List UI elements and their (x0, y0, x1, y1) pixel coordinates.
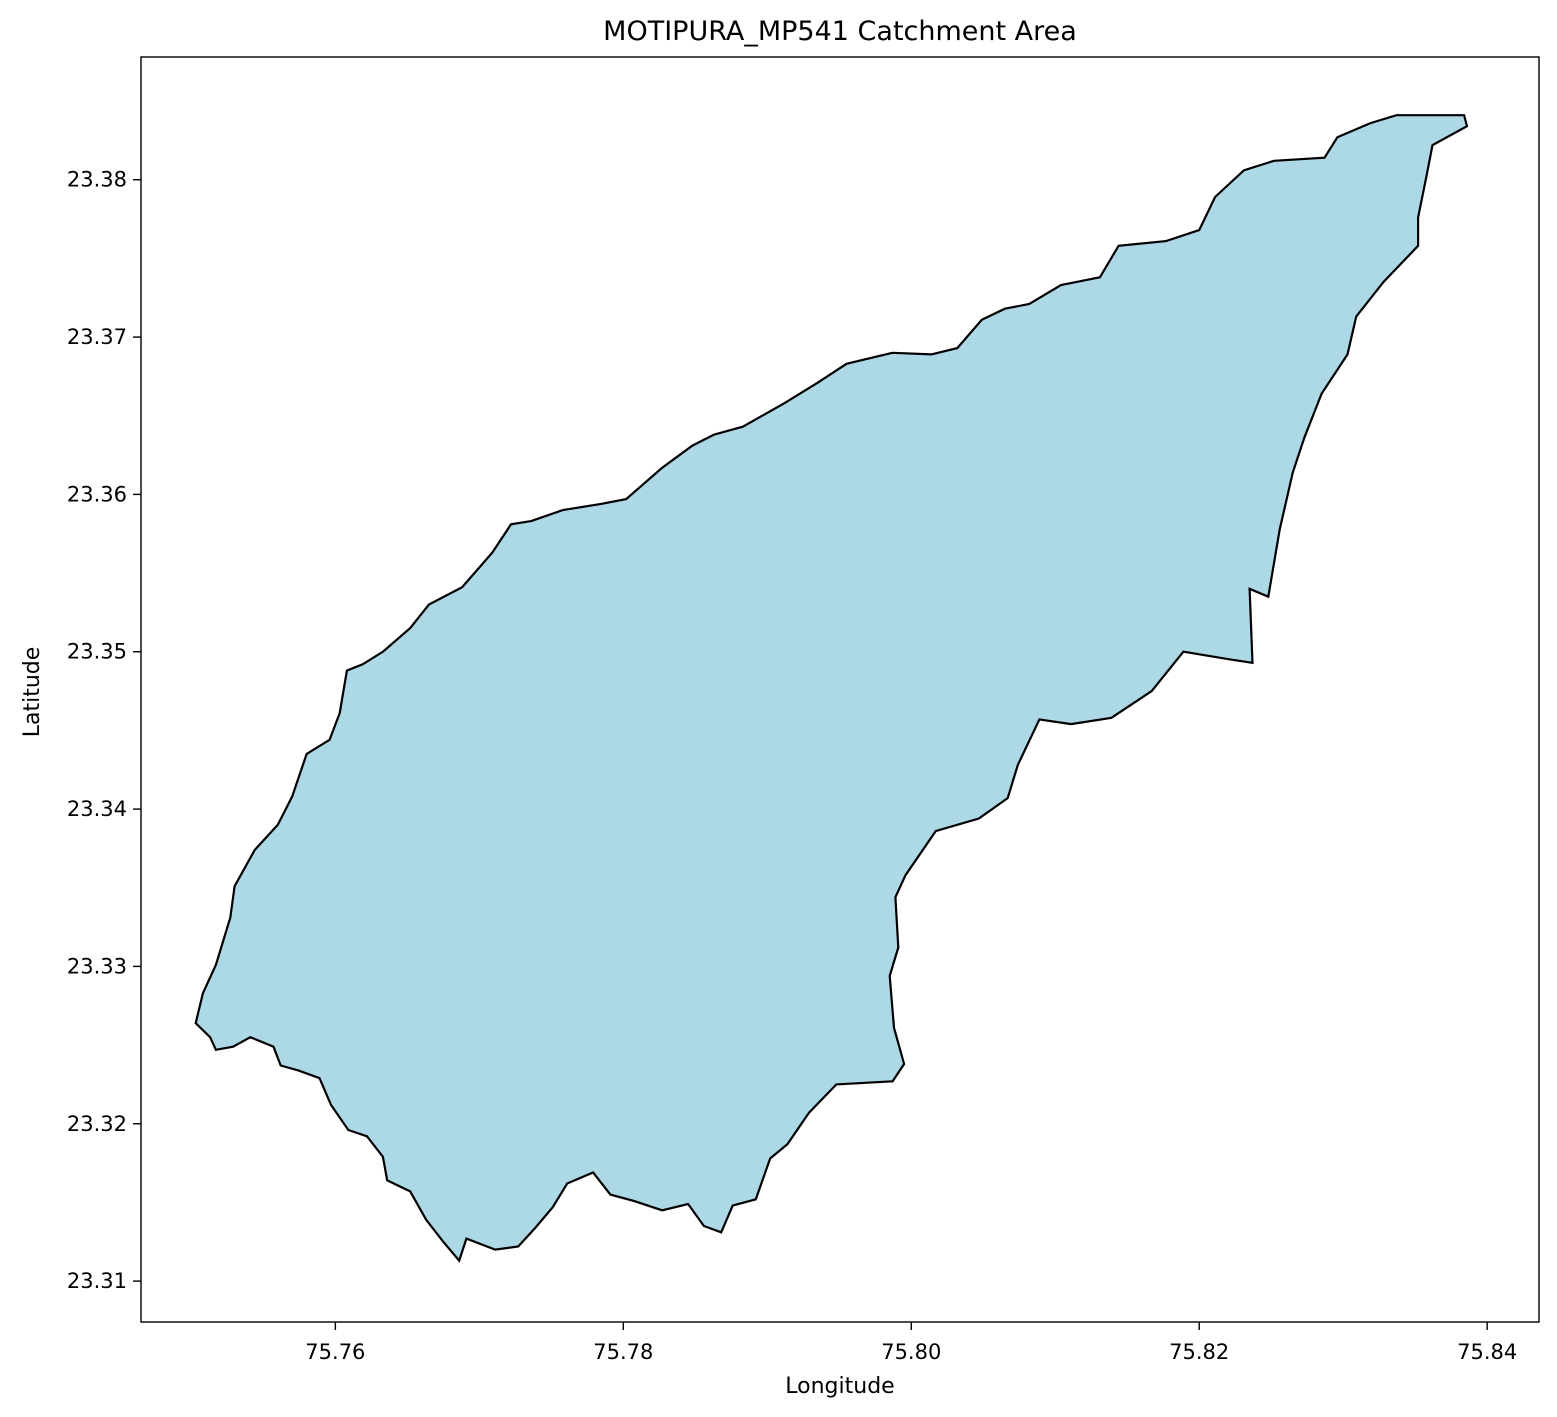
y-axis-ticks: 23.31 23.32 23.33 23.34 23.35 23.36 23.37 23.38 (67, 168, 141, 1293)
y-tick-label: 23.34 (67, 797, 127, 821)
y-tick-label: 23.33 (67, 954, 127, 978)
plot-area (140, 56, 1540, 1323)
axes-frame (140, 56, 1540, 1323)
y-tick-label: 23.32 (67, 1112, 127, 1136)
x-tick-label: 75.76 (305, 1340, 365, 1364)
y-tick-label: 23.36 (67, 482, 127, 506)
y-tick-label: 23.31 (67, 1269, 127, 1293)
x-tick-label: 75.80 (881, 1340, 941, 1364)
y-tick-label: 23.37 (67, 325, 127, 349)
x-axis-label: Longitude (785, 1374, 894, 1399)
y-tick-label: 23.35 (67, 640, 127, 664)
x-tick-label: 75.82 (1169, 1340, 1229, 1364)
x-tick-label: 75.84 (1457, 1340, 1517, 1364)
x-axis-ticks: 75.76 75.78 75.80 75.82 75.84 (305, 1322, 1517, 1364)
x-tick-label: 75.78 (593, 1340, 653, 1364)
y-tick-label: 23.38 (67, 168, 127, 192)
chart-title: MOTIPURA_MP541 Catchment Area (603, 16, 1077, 47)
y-axis-label: Latitude (20, 647, 45, 738)
catchment-polygon (194, 114, 1469, 1263)
